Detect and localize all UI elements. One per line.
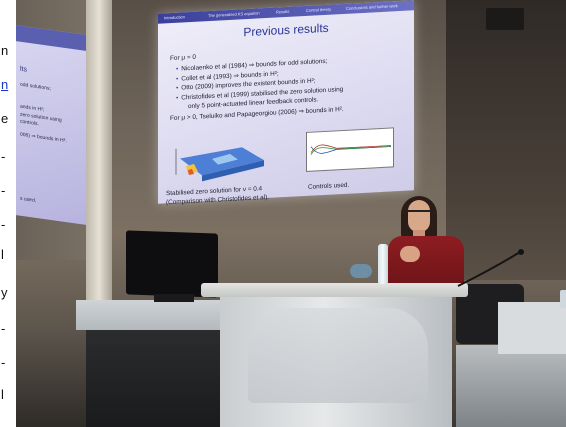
presenter-glasses bbox=[408, 210, 430, 216]
left-slide-line: controls. bbox=[20, 118, 39, 128]
floor-shadow bbox=[16, 330, 86, 427]
white-box bbox=[498, 302, 566, 354]
strip-char: l bbox=[1, 387, 4, 402]
presenter-face bbox=[408, 200, 430, 232]
lectern-panel bbox=[248, 308, 428, 403]
slide-nav-item: Control theory bbox=[306, 6, 332, 13]
strip-char: - bbox=[1, 217, 6, 232]
strip-char: n bbox=[1, 43, 9, 58]
slide-nav-item: Introduction bbox=[164, 14, 185, 21]
slide-nav-item: Conclusions and further work bbox=[346, 3, 398, 11]
strip-char: l bbox=[1, 247, 4, 262]
surface-plot-image bbox=[175, 147, 264, 182]
side-desk-body bbox=[86, 330, 226, 427]
cropped-page-text: n n e - - - l y - - l bbox=[0, 0, 16, 427]
left-slide-line: s used. bbox=[20, 195, 37, 204]
strip-char: e bbox=[1, 111, 9, 126]
blue-object bbox=[350, 264, 372, 278]
photo: lts odd solutions; ands in H²; zero solu… bbox=[16, 0, 566, 427]
monitor-stand bbox=[154, 294, 194, 302]
side-desk bbox=[76, 300, 226, 330]
presenter-hand bbox=[400, 246, 420, 262]
controls-plot-image bbox=[306, 127, 394, 172]
left-slide-line: odd solutions; bbox=[20, 81, 51, 92]
microphone bbox=[457, 249, 524, 287]
slide-nav-item: Results bbox=[276, 8, 290, 15]
strip-char: - bbox=[1, 183, 6, 198]
presenter-sweater bbox=[388, 236, 464, 286]
strip-char: - bbox=[1, 355, 6, 370]
main-projection-screen: Introduction The generalised KS equation… bbox=[158, 0, 414, 206]
water-bottle bbox=[378, 244, 388, 284]
left-projection-screen: lts odd solutions; ands in H²; zero solu… bbox=[16, 25, 86, 225]
strip-char: - bbox=[1, 149, 6, 164]
lectern-top bbox=[201, 283, 468, 297]
presenter-neck bbox=[413, 230, 425, 238]
caption-right: Controls used. bbox=[308, 181, 350, 191]
slide-nav-item: The generalised KS equation bbox=[208, 10, 260, 19]
left-slide-title: lts bbox=[20, 65, 27, 74]
slide-line: For μ = 0 bbox=[170, 53, 196, 63]
water-bottle-right bbox=[560, 290, 566, 308]
strip-char: y bbox=[1, 285, 8, 300]
right-wall bbox=[446, 0, 566, 280]
wall-column bbox=[86, 0, 112, 330]
strip-link-char[interactable]: n bbox=[1, 77, 9, 92]
left-slide-line: 006) ⇒ bounds in H². bbox=[20, 131, 67, 145]
wall-speaker bbox=[486, 8, 524, 30]
strip-char: - bbox=[1, 321, 6, 336]
right-desk bbox=[456, 345, 566, 427]
